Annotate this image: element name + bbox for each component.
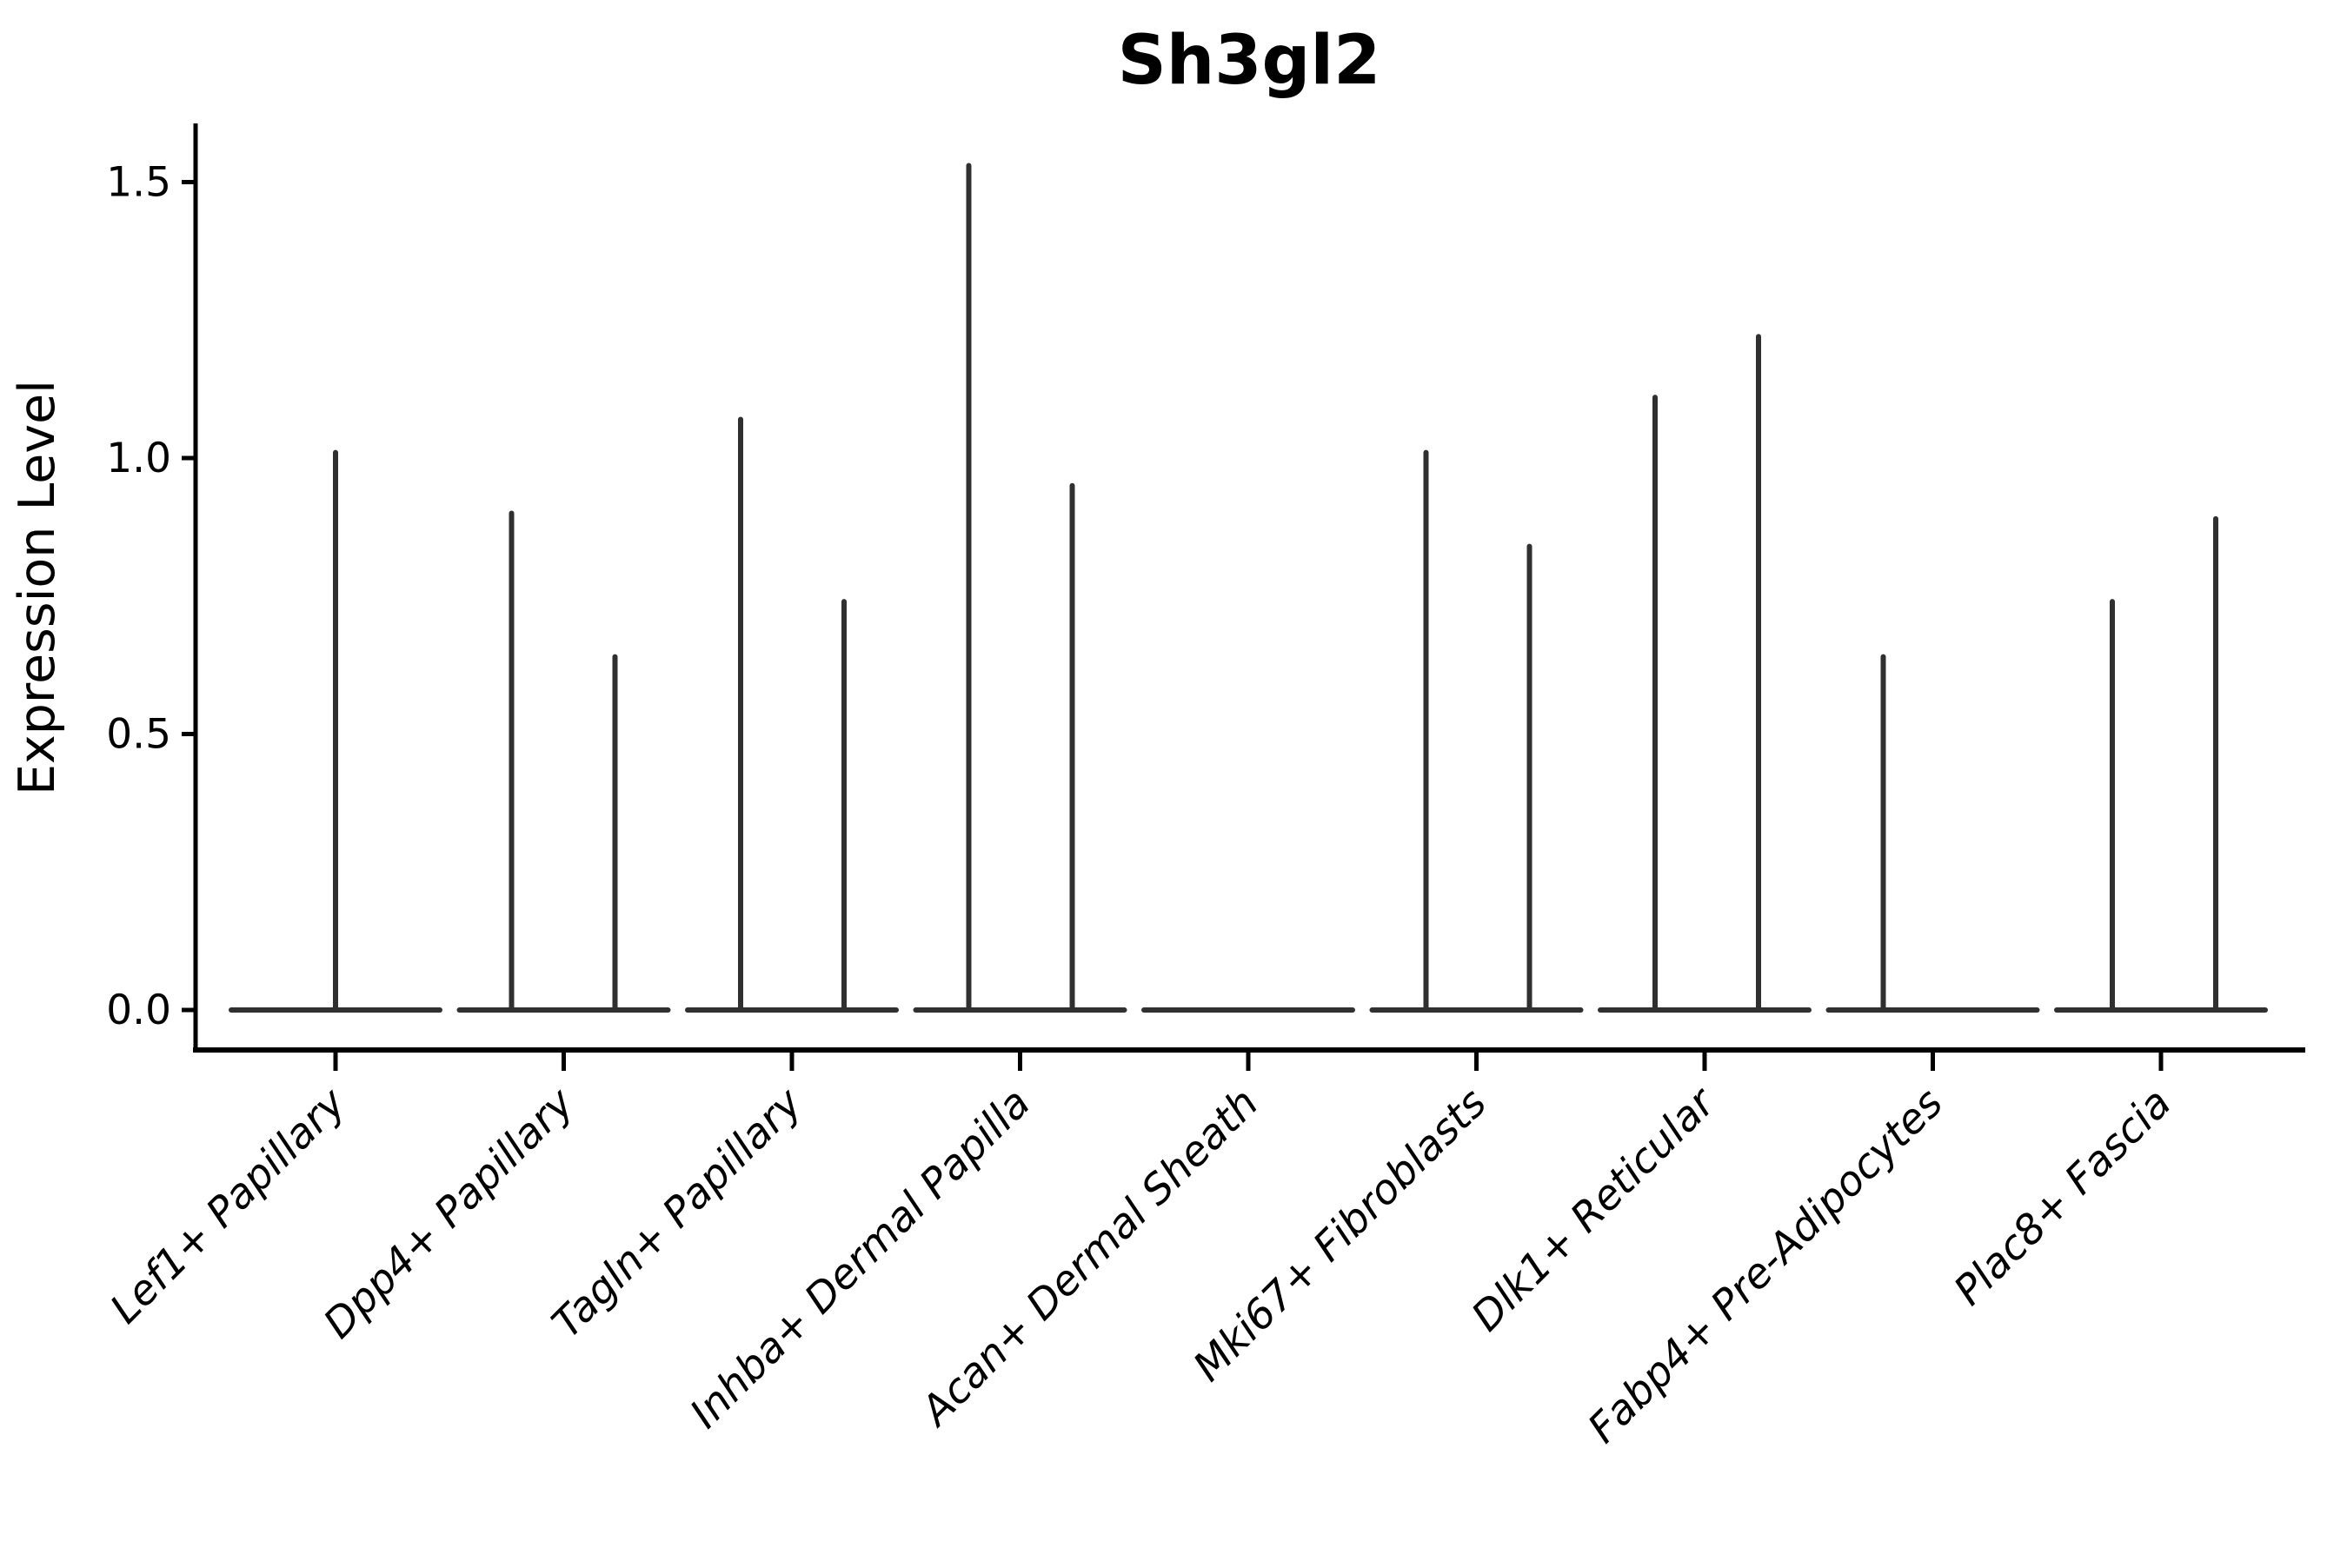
x-tick-label: Lef1+ Papillary xyxy=(101,1079,356,1333)
x-tick-label: Dpp4+ Papillary xyxy=(315,1079,584,1348)
y-tick-label: 1.5 xyxy=(106,159,171,207)
chart-title: Sh3gl2 xyxy=(1118,22,1381,100)
y-tick-label: 0.5 xyxy=(106,711,171,759)
x-tick-label: Tagln+ Papillary xyxy=(543,1079,813,1348)
y-tick-label: 0.0 xyxy=(106,987,171,1034)
y-axis-label: Expression Level xyxy=(9,380,66,795)
x-tick-label: Plac8+ Fascia xyxy=(1945,1080,2180,1315)
x-tick-label: Dlk1+ Reticular xyxy=(1463,1078,1726,1341)
y-tick-label: 1.0 xyxy=(106,435,171,482)
